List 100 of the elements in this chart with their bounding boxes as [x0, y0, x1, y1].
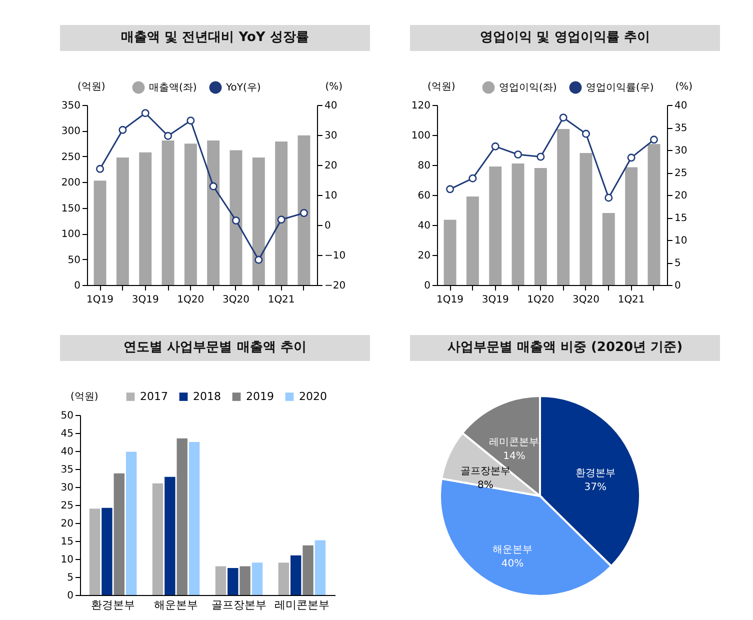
slice-label: 골프장본부: [460, 466, 510, 478]
bar: [102, 508, 112, 595]
slice-label: 레미콘본부: [489, 436, 540, 448]
chart-title: 영업이익 및 영업이익률 추이: [410, 25, 720, 51]
y-tick-label: 0: [74, 280, 80, 292]
bar: [240, 566, 250, 595]
y2-tick-label: 35: [674, 123, 688, 134]
point: [582, 130, 590, 138]
x-tick-label: 1Q20: [527, 294, 554, 306]
point: [209, 182, 218, 190]
point: [277, 216, 286, 224]
point: [254, 256, 263, 264]
bar: [489, 166, 502, 285]
x-tick-label: 레미콘본부: [274, 598, 330, 612]
chart-title: 매출액 및 전년대비 YoY 성장률: [60, 25, 370, 51]
point: [604, 194, 613, 202]
bar: [228, 568, 238, 595]
bar: [94, 180, 106, 285]
point: [536, 152, 545, 161]
y2-tick-label: 40: [324, 100, 338, 112]
y2-tick-label: 20: [674, 190, 688, 202]
data-label: 8%: [477, 480, 494, 492]
x-tick-label: 1Q21: [618, 294, 645, 306]
y-tick-label: 40: [418, 220, 430, 232]
y-tick-label: 0: [424, 280, 430, 292]
y2-tick-label: 0: [324, 220, 331, 232]
legend-label: YoY(우): [225, 82, 261, 94]
bar: [466, 196, 479, 285]
bar: [164, 476, 176, 595]
x-tick-label: 3Q19: [482, 294, 509, 306]
y-tick-label: 40: [60, 446, 74, 458]
bar: [184, 144, 197, 285]
x-tick-label: 해운본부: [154, 598, 198, 612]
x-tick-label: 1Q21: [268, 294, 295, 306]
y-tick-label: 200: [61, 178, 80, 189]
y2-tick-label: 15: [674, 213, 688, 224]
legend-label: 영업이익(좌): [499, 82, 557, 94]
y2-tick-label: 25: [674, 168, 688, 179]
slice-label: 해운본부: [492, 544, 533, 556]
data-label: 40%: [501, 558, 524, 570]
bar: [314, 540, 326, 595]
chart-title: 연도별 사업부문별 매출액 추이: [60, 335, 370, 361]
point: [491, 142, 500, 150]
y-tick-label: 50: [60, 410, 74, 422]
y2-axis-title: (%): [325, 82, 343, 92]
bar: [89, 508, 100, 595]
legend-label: 2020: [299, 390, 327, 403]
bar: [625, 167, 638, 285]
x-tick-label: 3Q20: [222, 294, 250, 306]
bar: [152, 483, 164, 595]
point: [300, 209, 308, 217]
y-tick-label: 100: [61, 229, 80, 240]
y-axis-title: (억원): [70, 392, 98, 402]
legend-label: 2019: [246, 390, 274, 403]
x-tick-label: 골프장본부: [211, 598, 266, 612]
point: [468, 174, 477, 182]
bar: [580, 153, 592, 285]
y2-tick-label: −20: [324, 280, 346, 292]
legend-label: 2017: [140, 390, 168, 403]
y-tick-label: 50: [68, 254, 80, 266]
y-axis-title: (억원): [428, 82, 456, 92]
chart-title: 사업부문별 매출액 비중 (2020년 기준): [410, 335, 720, 361]
point: [96, 164, 104, 173]
y-tick-label: 250: [61, 152, 80, 163]
y2-axis-title: (%): [675, 82, 693, 92]
y-tick-label: 25: [60, 500, 74, 512]
bar: [207, 140, 220, 285]
y-tick-label: 5: [67, 572, 74, 584]
y2-tick-label: 30: [674, 146, 688, 156]
bar: [534, 168, 547, 285]
y2-tick-label: 10: [324, 190, 338, 202]
y-tick-label: 350: [61, 100, 80, 112]
bar: [602, 213, 615, 285]
bar: [648, 144, 660, 285]
y-tick-label: 15: [60, 536, 74, 548]
y-tick-label: 45: [60, 428, 74, 440]
y-tick-label: 20: [418, 250, 430, 262]
legend-label: 매출액(좌): [149, 82, 197, 94]
bar: [275, 142, 288, 285]
legend-label: 영업이익률(우): [586, 82, 654, 94]
y2-tick-label: 0: [674, 280, 681, 292]
point: [186, 116, 195, 125]
data-label: 14%: [503, 450, 526, 462]
x-tick-label: 1Q19: [86, 294, 114, 306]
y-tick-label: 150: [61, 203, 80, 214]
y2-tick-label: 10: [674, 236, 688, 246]
y-tick-label: 10: [60, 554, 74, 566]
y-tick-label: 0: [67, 590, 74, 602]
point: [164, 132, 172, 140]
bar: [230, 150, 242, 285]
bar: [252, 562, 263, 595]
data-label: 37%: [584, 482, 606, 493]
y-tick-label: 35: [60, 464, 74, 476]
y2-tick-label: 5: [674, 258, 681, 269]
x-tick-label: 1Q19: [436, 294, 464, 306]
bar: [444, 220, 456, 285]
y-tick-label: 20: [60, 518, 74, 530]
y2-tick-label: 30: [324, 130, 338, 142]
point: [514, 150, 522, 158]
bar: [278, 562, 290, 595]
